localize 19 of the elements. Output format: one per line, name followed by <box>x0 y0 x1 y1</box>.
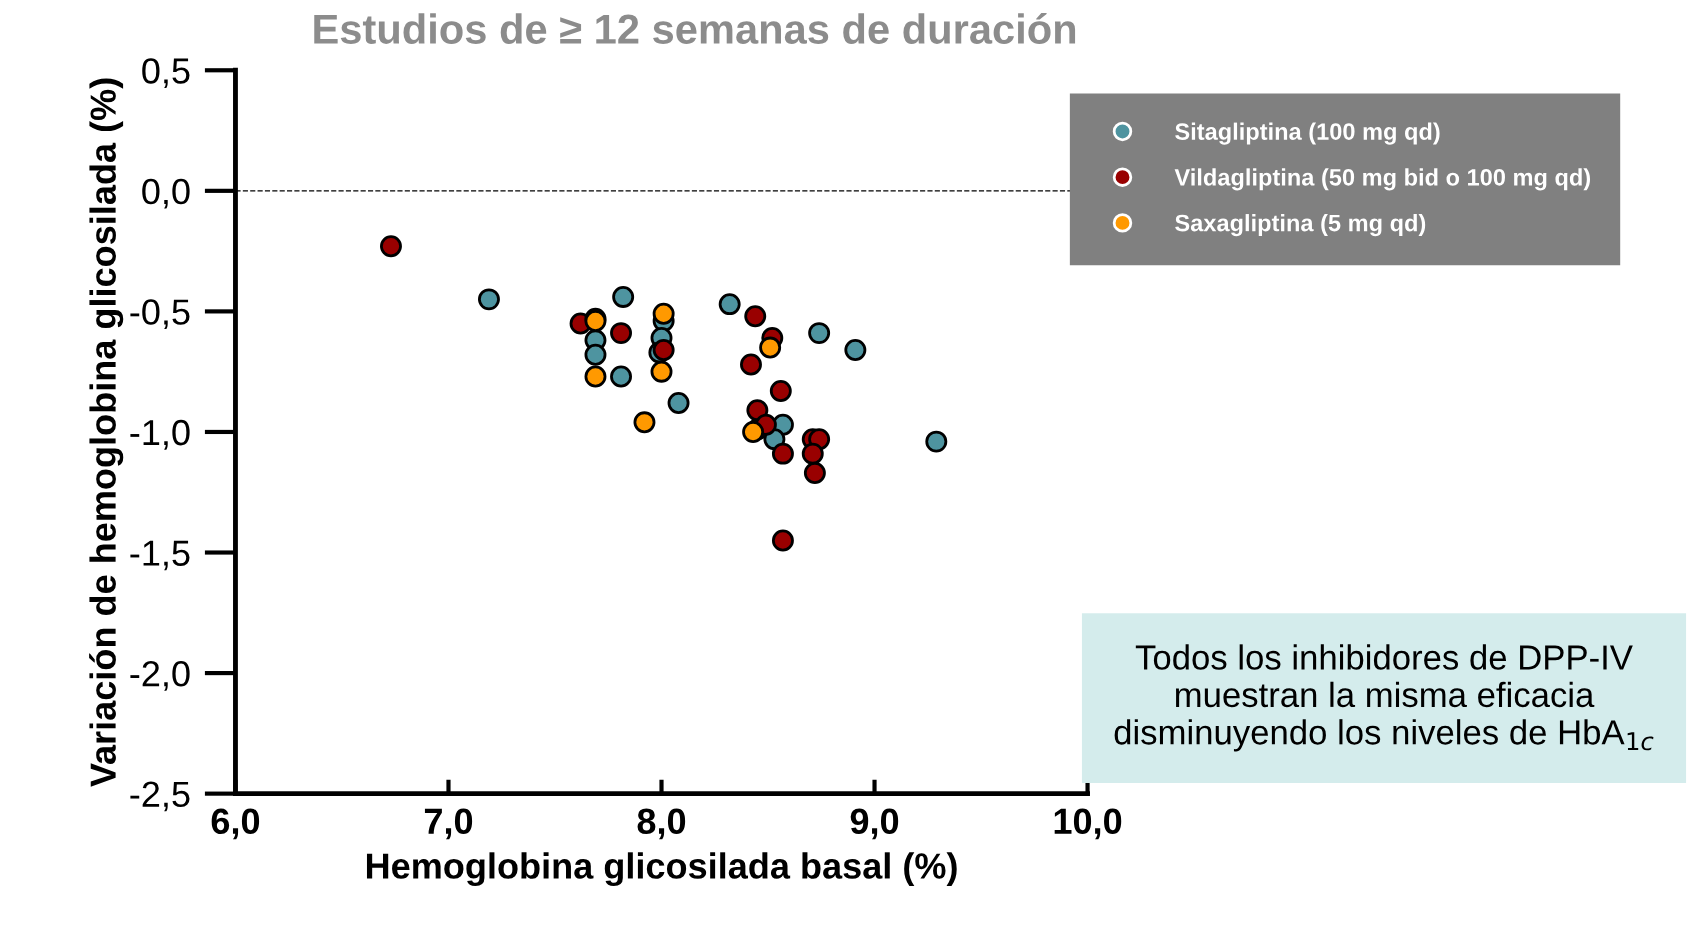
y-tick-label: -2,5 <box>130 781 190 812</box>
legend-label: Saxagliptina (5 mg qd) <box>1175 214 1426 237</box>
x-axis-title: Hemoglobina glicosilada basal (%) <box>366 852 957 887</box>
y-axis-title: Variación de hemoglobina glicosilada (%) <box>89 78 124 787</box>
y-tick-label: 0,0 <box>142 178 190 209</box>
x-tick-label: 8,0 <box>637 808 686 840</box>
legend-label: Vildagliptina (50 mg bid o 100 mg qd) <box>1174 168 1591 191</box>
legend-label: Sitagliptina (100 mg qd) <box>1175 122 1440 145</box>
text: Todos los inhibidores de DPP-IV muestran la misma eficacia disminuyendo los niveles de HbA$_{1c}$ <box>1114 644 1654 752</box>
chart-title: Estudios de ≥ 12 semanas de duración <box>314 13 1076 44</box>
y-tick-label: 0,5 <box>142 58 190 88</box>
y-tick-label: -1,5 <box>130 540 190 571</box>
y-tick-label: -0,5 <box>130 299 190 330</box>
x-tick-label: 7,0 <box>424 808 473 840</box>
x-tick-label: 6,0 <box>211 808 260 840</box>
y-tick-label: -1,0 <box>130 419 190 450</box>
x-tick-label: 9,0 <box>850 808 899 840</box>
x-tick-label: 10,0 <box>1054 808 1122 840</box>
y-tick-label: -2,0 <box>130 660 190 691</box>
